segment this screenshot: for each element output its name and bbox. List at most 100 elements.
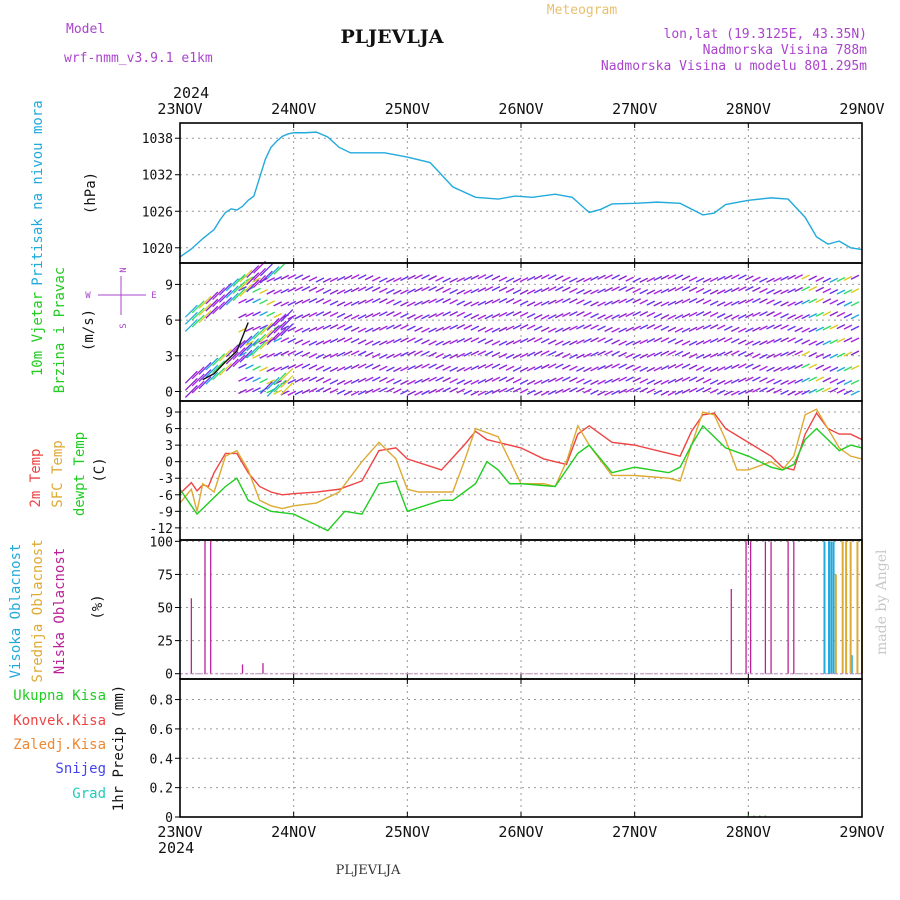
wind-barb [738, 377, 747, 383]
wind-barb [287, 337, 297, 344]
wind-barb [590, 379, 599, 386]
temperature-series-2 [179, 424, 863, 532]
wind-barb [371, 364, 381, 370]
wind-barb-dense [198, 369, 212, 383]
wind-barb [843, 366, 853, 372]
wind-barb [766, 289, 775, 295]
wind-barb [850, 314, 860, 320]
wind-barb [554, 376, 564, 382]
wind-barb [766, 311, 775, 317]
wind-barb [386, 288, 395, 295]
wind-barb [611, 377, 620, 383]
wind-barb [801, 314, 810, 320]
wind-barb [569, 377, 578, 383]
wind-barb [709, 311, 719, 318]
wind-barb [576, 288, 585, 295]
wind-barb [329, 300, 339, 306]
x-label-bottom: 29NOV [839, 823, 884, 841]
wind-barb [738, 339, 747, 345]
wind-barb [597, 337, 606, 343]
wind-barb [794, 314, 803, 320]
wind-barb [702, 311, 712, 317]
wind-barb [590, 389, 599, 395]
wind-barb [738, 327, 747, 333]
wind-barb [745, 286, 754, 292]
wind-barb [801, 363, 810, 369]
wind-barb [611, 274, 620, 280]
wind-barb [266, 379, 275, 385]
wind-barb [667, 274, 677, 280]
wind-barb [787, 274, 796, 280]
wind-barb [308, 326, 318, 333]
wind-barb [766, 378, 775, 384]
wind-barb [238, 376, 247, 382]
wind-barb [526, 366, 536, 372]
elevation-text: Nadmorska Visina 788m [703, 43, 868, 58]
wind-barb [773, 379, 782, 385]
wind-barb [364, 285, 374, 292]
wind-barb [315, 277, 325, 283]
wind-barb [850, 337, 860, 343]
wind-barb [632, 325, 642, 331]
wind-barb [730, 300, 740, 306]
wind-barb [400, 275, 409, 282]
wind-barb [378, 376, 388, 383]
wind-barb [766, 353, 775, 359]
wind-barb [435, 276, 444, 282]
wind-barb [829, 311, 839, 317]
wind-barb [273, 289, 283, 295]
wind-barb [491, 340, 501, 346]
wind-barb [618, 376, 627, 382]
wind-barb [308, 352, 318, 359]
wind-barb [435, 376, 444, 382]
clouds-ytick-label: 100 [150, 535, 173, 550]
wind-barb [632, 298, 642, 304]
wind-barb [843, 337, 853, 343]
wind-barb [752, 311, 761, 318]
wind-barb-dense [273, 313, 287, 327]
wind-barb [533, 274, 543, 280]
wind-barb-dense [225, 285, 239, 299]
wind-barb [759, 387, 768, 393]
wind-barb [505, 298, 515, 304]
wind-barb [730, 314, 740, 320]
wind-barb [752, 276, 761, 282]
wind-barb [540, 338, 550, 344]
wind-barb [364, 376, 374, 382]
wind-barb [738, 363, 747, 369]
x-label-bottom: 28NOV [726, 823, 771, 841]
wind-barb [449, 277, 459, 283]
wind-barb [308, 286, 318, 292]
wind-barb-dense [212, 367, 226, 381]
wind-barb [252, 376, 261, 383]
wind-barb [745, 351, 754, 358]
wind-barb [829, 289, 839, 295]
wind-barb-dense [219, 289, 232, 303]
wind-barb [660, 337, 670, 343]
wind-barb [421, 339, 430, 345]
cloud-ylabel-line4: (%) [90, 594, 106, 619]
model-elevation-text: Nadmorska Visina u modelu 801.295m [601, 59, 867, 74]
wind-barb [632, 340, 642, 346]
wind-barb [576, 299, 585, 305]
wind-barb [315, 353, 325, 359]
wind-barb [569, 287, 578, 294]
wind-barb [625, 376, 635, 382]
wind-barb [653, 389, 663, 395]
wind-barb [371, 387, 381, 393]
wind-barb [456, 324, 466, 330]
wind-barb-dense [219, 363, 232, 376]
wind-barb [639, 288, 649, 295]
wind-barb [414, 300, 423, 306]
wind-barb [287, 378, 297, 385]
wind-barb-dense [280, 309, 294, 323]
temperature-ytick-label: 0 [165, 456, 173, 471]
wind-barb [301, 376, 311, 382]
wind-barb [329, 366, 339, 373]
wind-barb [815, 364, 825, 370]
wind-barb [259, 288, 268, 295]
wind-barb [674, 377, 684, 383]
wind-barb [836, 366, 846, 373]
wind-barb [801, 339, 810, 345]
wind-barb [533, 379, 543, 385]
